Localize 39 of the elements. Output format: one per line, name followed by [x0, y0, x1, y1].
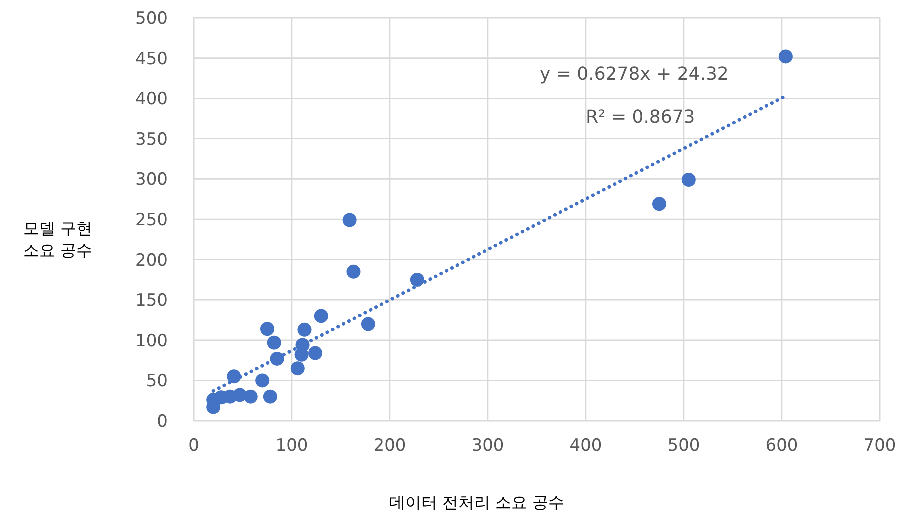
annotation: y = 0.6278x + 24.32: [540, 64, 729, 85]
point: [298, 322, 312, 337]
x-tick-label: 700: [864, 436, 896, 456]
x-tick-label: 300: [472, 436, 504, 456]
point: [260, 322, 274, 336]
point: [256, 374, 270, 388]
y-tick-label: 350: [136, 130, 168, 150]
y-tick-label: 300: [136, 170, 168, 190]
x-tick-label: 400: [570, 436, 602, 456]
point: [342, 213, 357, 228]
point: [652, 197, 666, 212]
point: [263, 390, 278, 404]
y-tick-label: 100: [136, 331, 168, 352]
x-tick-label: 0: [188, 436, 200, 456]
x-tick-label: 500: [668, 436, 700, 456]
point: [346, 264, 361, 279]
point: [244, 390, 258, 404]
y-tick-label: 150: [136, 291, 168, 312]
x-axis-title: 데이터 전처리 소요 공수: [389, 493, 565, 512]
y-tick-label: 500: [136, 9, 168, 29]
x-tick-label: 600: [766, 436, 798, 456]
point: [361, 317, 376, 332]
point: [682, 173, 696, 188]
point: [290, 362, 305, 376]
point: [410, 272, 424, 287]
y-tick-label: 200: [136, 250, 168, 271]
point: [267, 336, 282, 350]
y-tick-label: 400: [136, 90, 168, 110]
point: [314, 309, 328, 324]
y-axis-title: 모델 구현 소요 공수: [23, 219, 93, 260]
annotation: R² = 0.8673: [586, 107, 696, 128]
y-tick-label: 50: [146, 372, 168, 392]
x-tick-label: 200: [374, 436, 406, 456]
x-tick-label: 100: [276, 436, 308, 456]
y-tick-label: 450: [136, 49, 168, 70]
point: [778, 50, 793, 64]
y-tick-label: 250: [136, 210, 168, 230]
point: [308, 346, 323, 360]
y-tick-label: 0: [157, 412, 168, 432]
